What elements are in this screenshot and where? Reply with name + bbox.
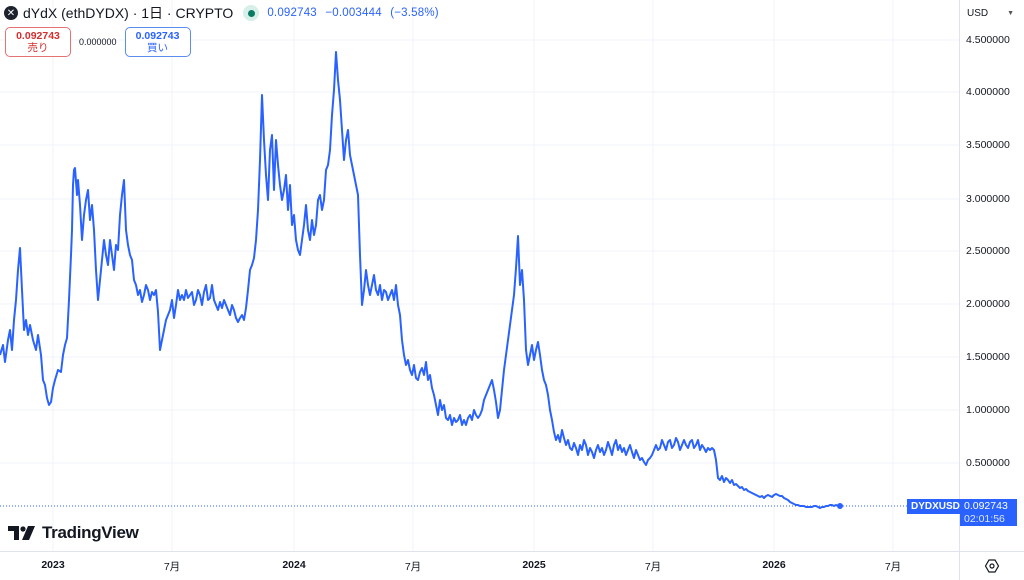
- trade-buttons: 0.092743 売り 0.000000 0.092743 買い: [5, 27, 191, 57]
- y-tick-label: 4.500000: [966, 34, 1010, 46]
- last-price-tag-value: 0.092743: [964, 500, 1008, 512]
- settings-hexagon-icon: [984, 559, 1000, 573]
- x-tick-label: 7月: [644, 561, 662, 573]
- y-tick-label: 0.500000: [966, 457, 1010, 469]
- buy-button[interactable]: 0.092743 買い: [124, 27, 191, 57]
- spread-value: 0.000000: [79, 37, 117, 47]
- chart-settings-button[interactable]: [959, 551, 1024, 580]
- y-tick-label: 2.000000: [966, 298, 1010, 310]
- y-tick-label: 3.000000: [966, 193, 1010, 205]
- chevron-down-icon: ▼: [1007, 9, 1014, 17]
- x-tick-label: 2026: [762, 559, 786, 571]
- y-tick-label: 2.500000: [966, 245, 1010, 257]
- price-change: −0.003444: [325, 7, 382, 19]
- currency-selector[interactable]: USD ▼: [963, 3, 1019, 23]
- chart-pane[interactable]: [0, 0, 959, 551]
- x-tick-label: 2023: [41, 559, 65, 571]
- x-tick-label: 7月: [163, 561, 181, 573]
- tradingview-logo-icon: [8, 526, 35, 540]
- market-status-icon: [243, 5, 260, 21]
- sell-button[interactable]: 0.092743 売り: [5, 27, 71, 57]
- price-chart[interactable]: [0, 0, 959, 551]
- last-price: 0.092743: [267, 7, 317, 19]
- y-tick-label: 1.500000: [966, 351, 1010, 363]
- symbol-tag: DYDXUSD: [907, 499, 964, 514]
- dydx-logo-icon: ✕: [4, 6, 18, 20]
- bar-countdown: 02:01:56: [964, 512, 1005, 525]
- grid-lines: [0, 0, 959, 551]
- sell-price: 0.092743: [16, 30, 60, 42]
- symbol-header: ✕ dYdX (ethDYDX) · 1日 · CRYPTO 0.092743 …: [4, 4, 444, 22]
- x-tick-label: 7月: [404, 561, 422, 573]
- time-axis[interactable]: [0, 551, 959, 580]
- x-tick-label: 7月: [884, 561, 902, 573]
- quote-values: 0.092743 −0.003444 (−3.58%): [267, 7, 443, 19]
- price-line: [0, 51, 840, 509]
- price-change-pct: (−3.58%): [390, 7, 439, 19]
- last-price-tag: 0.092743 02:01:56: [960, 499, 1017, 526]
- buy-price: 0.092743: [135, 30, 180, 42]
- sell-label: 売り: [27, 42, 49, 54]
- y-tick-label: 3.500000: [966, 139, 1010, 151]
- currency-label: USD: [967, 7, 989, 19]
- buy-label: 買い: [147, 42, 169, 54]
- price-axis[interactable]: [959, 0, 1024, 551]
- last-price-dot: [837, 503, 843, 509]
- x-tick-label: 2025: [522, 559, 546, 571]
- y-tick-label: 4.000000: [966, 86, 1010, 98]
- x-tick-label: 2024: [282, 559, 306, 571]
- y-tick-label: 1.000000: [966, 404, 1010, 416]
- tradingview-logo[interactable]: TradingView: [8, 523, 139, 543]
- symbol-title[interactable]: dYdX (ethDYDX) · 1日 · CRYPTO: [23, 5, 234, 21]
- tradingview-wordmark: TradingView: [42, 523, 139, 542]
